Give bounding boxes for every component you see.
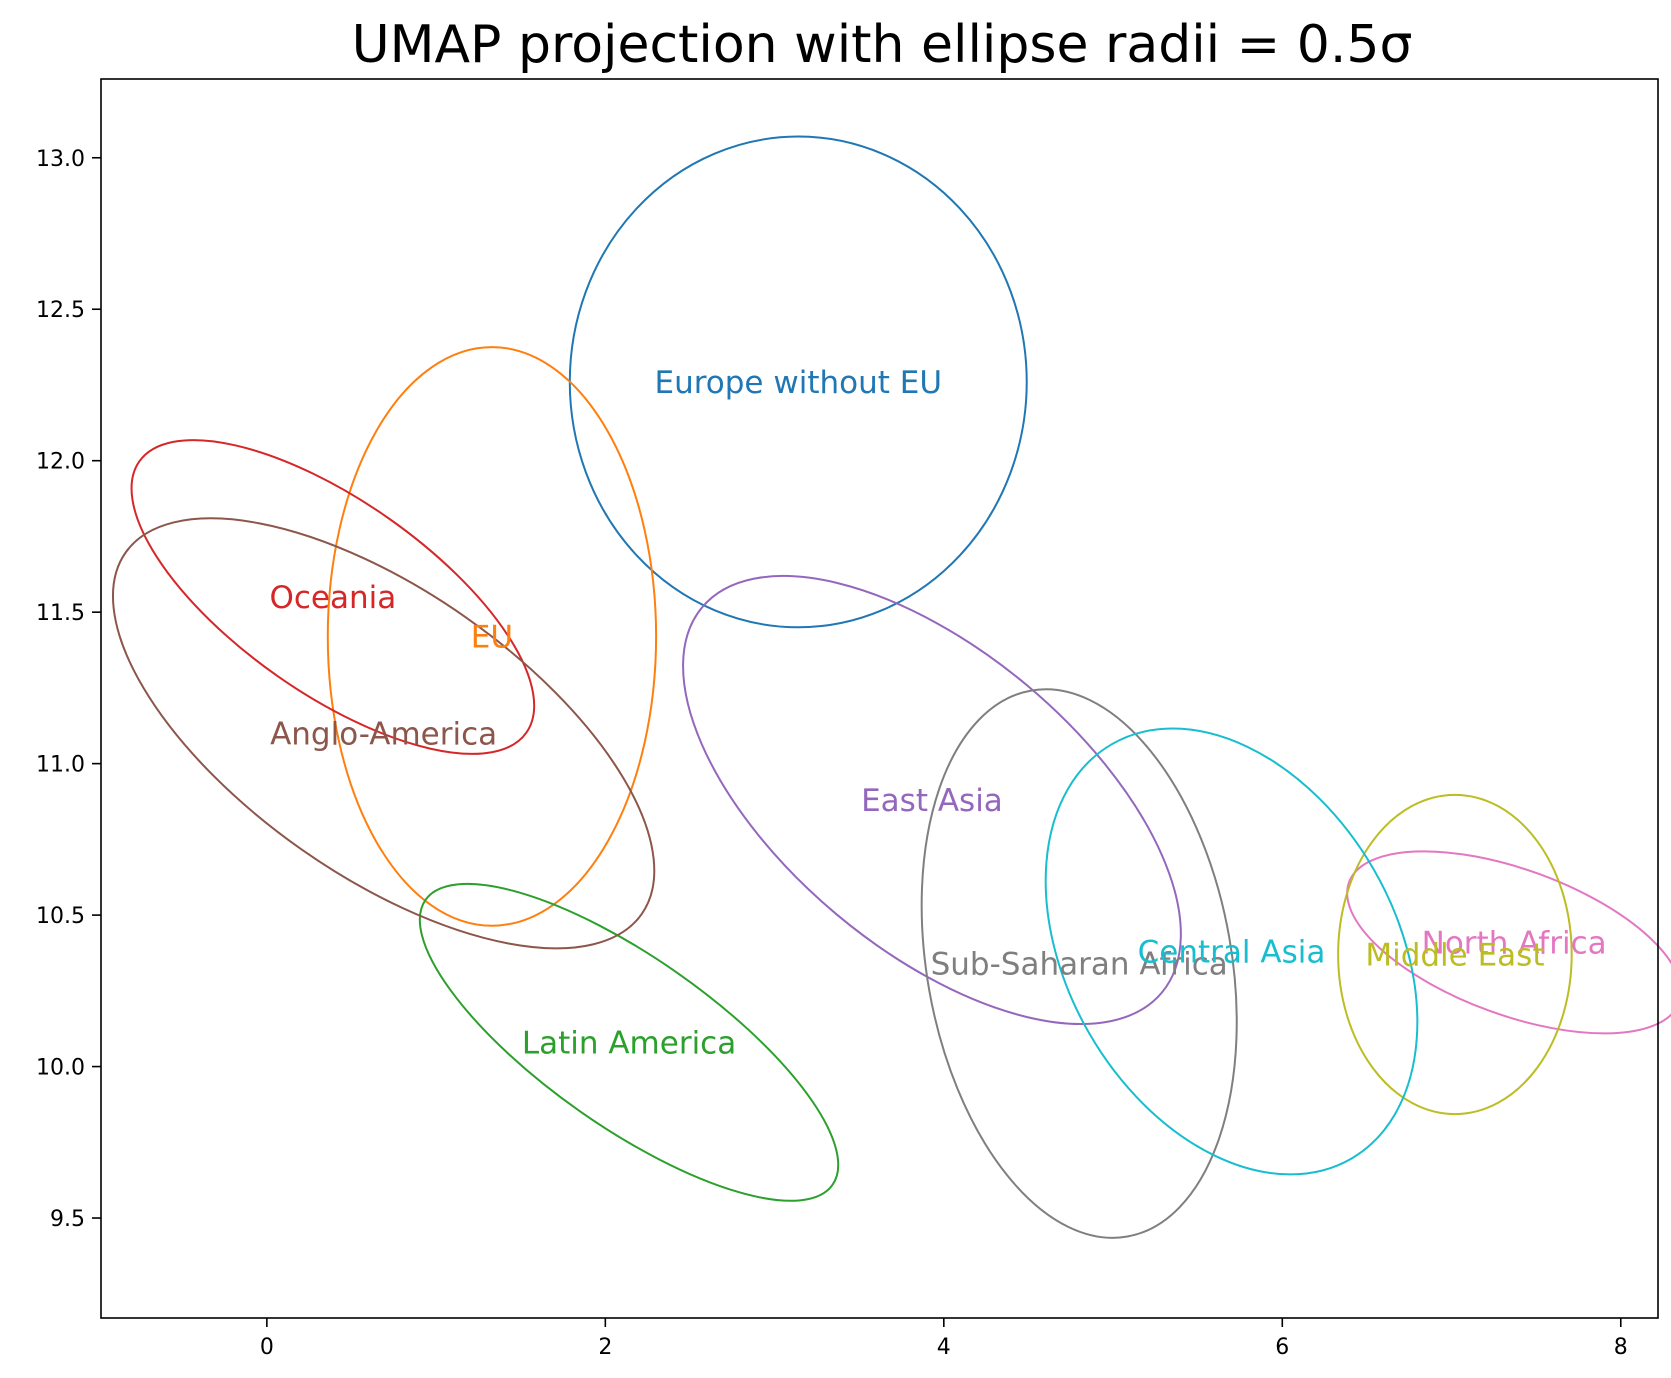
x-axis: 0 2 4 6 8 [260, 1318, 1628, 1360]
y-tick-label: 9.5 [50, 1207, 85, 1232]
label-east-asia: East Asia [861, 783, 1003, 819]
y-tick-label: 10.5 [36, 904, 85, 929]
label-anglo-america: Anglo-America [270, 716, 497, 752]
y-tick-label: 11.0 [36, 753, 85, 778]
plot-area-frame [100, 78, 1659, 1319]
ellipse-east-asia [682, 574, 1182, 1025]
label-europe-without-eu: Europe without EU [654, 365, 942, 401]
ellipse-middle-east [1337, 793, 1573, 1116]
ellipse-oceania [130, 439, 536, 755]
label-oceania: Oceania [269, 580, 396, 616]
label-central-asia: Central Asia [1138, 934, 1326, 970]
ellipse-labels-layer: Europe without EU EU Latin America Oceania E… [269, 365, 1606, 1061]
x-tick-label: 8 [1614, 1335, 1628, 1360]
x-tick-label: 6 [1275, 1335, 1289, 1360]
ellipse-sub-saharan-africa [920, 688, 1238, 1239]
x-tick-label: 0 [260, 1335, 274, 1360]
ellipse-latin-america [418, 882, 840, 1202]
y-tick-label: 10.0 [36, 1056, 85, 1081]
y-axis: 9.5 10.0 10.5 11.0 11.5 12.0 12.5 13.0 [36, 147, 101, 1232]
y-tick-label: 12.0 [36, 450, 85, 475]
label-latin-america: Latin America [522, 1025, 736, 1061]
y-tick-label: 11.5 [36, 601, 85, 626]
ellipses-layer [111, 135, 1671, 1239]
x-tick-label: 4 [937, 1335, 951, 1360]
y-tick-label: 12.5 [36, 298, 85, 323]
label-middle-east: Middle East [1365, 937, 1544, 973]
ellipse-central-asia [1044, 727, 1419, 1176]
ellipse-north-africa [1346, 850, 1671, 1035]
ellipse-anglo-america [111, 517, 656, 950]
chart-title: UMAP projection with ellipse radii = 0.5… [352, 15, 1413, 75]
label-sub-saharan-africa: Sub-Saharan Africa [931, 947, 1228, 983]
label-north-africa: North Africa [1422, 925, 1607, 961]
x-tick-label: 2 [598, 1335, 612, 1360]
label-eu: EU [471, 619, 513, 655]
ellipse-eu [326, 346, 658, 927]
y-tick-label: 13.0 [36, 147, 85, 172]
